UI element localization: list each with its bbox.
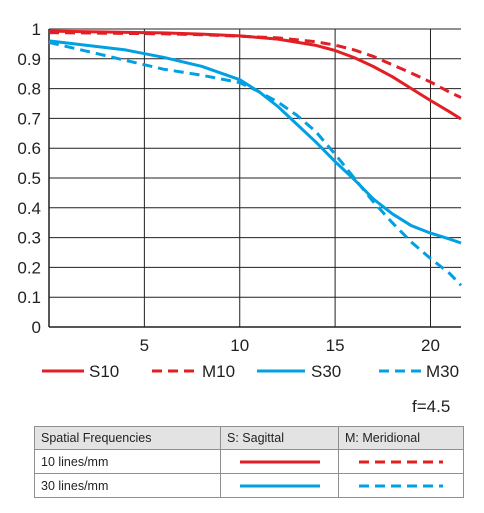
mtf-chart: 0 0.1 0.2 0.3 0.4 0.5 0.6 0.7 0.8 0.9 1 5 10 15 20 S10 M… <box>17 20 463 381</box>
legend-label-s10: S10 <box>89 362 119 381</box>
table-header-sagittal: S: Sagittal <box>220 426 339 450</box>
aperture-label: f=4.5 <box>412 397 451 416</box>
y-tick-label: 0.4 <box>17 199 41 218</box>
x-tick-label: 20 <box>421 336 440 355</box>
sagittal-swatch-cell <box>220 473 339 498</box>
sagittal-10-line-swatch <box>239 460 320 463</box>
table-header-row: Spatial Frequencies S: Sagittal M: Merid… <box>34 426 464 450</box>
y-tick-label: 0 <box>32 318 41 337</box>
legend-label-m10: M10 <box>202 362 235 381</box>
meridional-swatch-cell <box>338 449 464 474</box>
y-tick-label: 0.9 <box>17 50 41 69</box>
legend-label-s30: S30 <box>311 362 341 381</box>
meridional-swatch-cell <box>338 473 464 498</box>
spatial-frequency-table: Spatial Frequencies S: Sagittal M: Merid… <box>34 426 464 498</box>
x-tick-label: 15 <box>326 336 345 355</box>
y-tick-label: 0.5 <box>17 169 41 188</box>
y-tick-label: 0.6 <box>17 139 41 158</box>
legend-label-m30: M30 <box>426 362 459 381</box>
series-line-m30 <box>48 40 463 287</box>
x-tick-label: 10 <box>230 336 249 355</box>
table-header-frequencies: Spatial Frequencies <box>34 426 221 450</box>
y-tick-label: 0.7 <box>17 109 41 128</box>
series-line-s30 <box>48 39 462 245</box>
y-tick-label: 0.3 <box>17 229 41 248</box>
table-header-meridional: M: Meridional <box>338 426 464 450</box>
sagittal-30-line-swatch <box>239 484 320 487</box>
table-row: 30 lines/mm <box>34 473 464 498</box>
series-line-s10 <box>48 29 462 121</box>
sagittal-swatch-cell <box>220 449 339 474</box>
x-tick-label: 5 <box>140 336 149 355</box>
meridional-30-line-swatch <box>359 484 443 487</box>
y-tick-label: 1 <box>32 20 41 39</box>
meridional-10-line-swatch <box>359 460 443 463</box>
table-row-label: 10 lines/mm <box>34 449 221 474</box>
y-tick-label: 0.1 <box>17 288 41 307</box>
table-row: 10 lines/mm <box>34 449 464 474</box>
y-tick-label: 0.8 <box>17 80 41 99</box>
table-row-label: 30 lines/mm <box>34 473 221 498</box>
y-tick-label: 0.2 <box>17 258 41 277</box>
